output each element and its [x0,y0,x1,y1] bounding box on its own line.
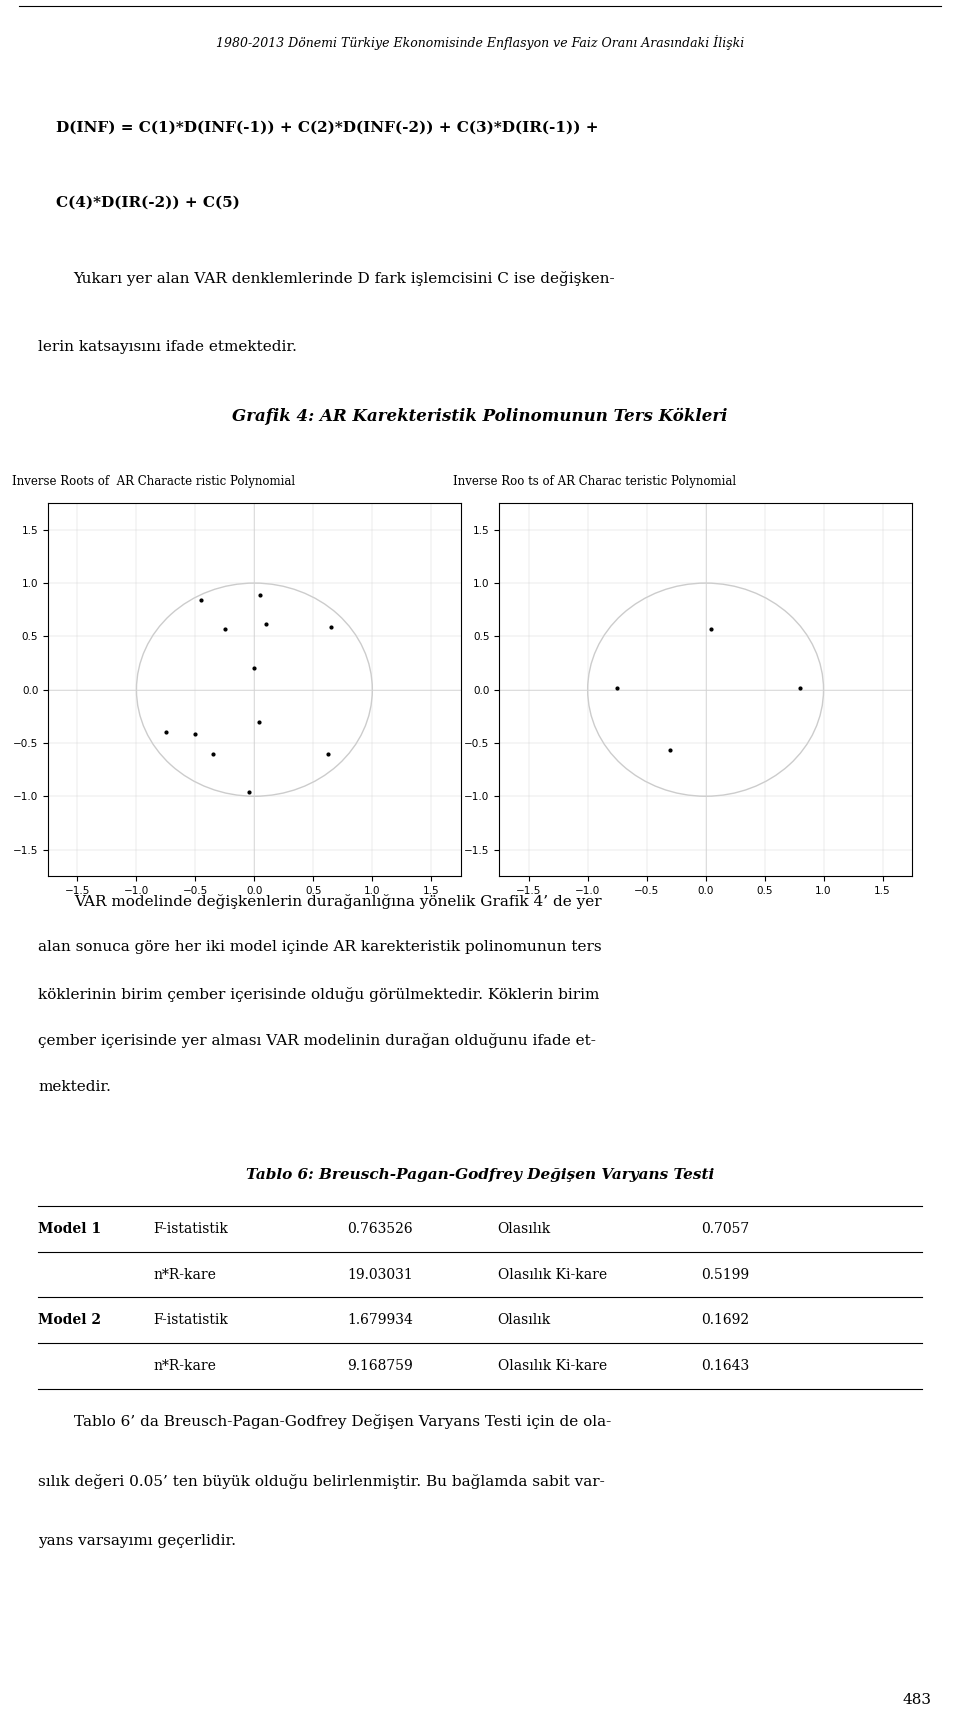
Text: Yukarı yer alan VAR denklemlerinde D fark işlemcisini C ise değişken-: Yukarı yer alan VAR denklemlerinde D far… [74,271,615,286]
Text: 0.7057: 0.7057 [701,1221,749,1235]
Text: Olasılık Ki-kare: Olasılık Ki-kare [497,1268,607,1282]
Text: 1980-2013 Dönemi Türkiye Ekonomisinde Enflasyon ve Faiz Oranı Arasındaki İlişki: 1980-2013 Dönemi Türkiye Ekonomisinde En… [216,35,744,50]
Text: Model 2: Model 2 [38,1313,102,1327]
Text: Tablo 6: Breusch-Pagan-Godfrey Değişen Varyans Testi: Tablo 6: Breusch-Pagan-Godfrey Değişen V… [246,1168,714,1183]
Text: 0.1692: 0.1692 [701,1313,749,1327]
Text: C(4)*D(IR(-2)) + C(5): C(4)*D(IR(-2)) + C(5) [56,196,240,210]
Text: Olasılık Ki-kare: Olasılık Ki-kare [497,1359,607,1372]
Text: yans varsayımı geçerlidir.: yans varsayımı geçerlidir. [38,1534,236,1548]
Text: 0.5199: 0.5199 [701,1268,749,1282]
Text: 9.168759: 9.168759 [348,1359,413,1372]
Text: F-istatistik: F-istatistik [154,1221,228,1235]
Text: mektedir.: mektedir. [38,1079,111,1093]
Text: Tablo 6’ da Breusch-Pagan-Godfrey Değişen Varyans Testi için de ola-: Tablo 6’ da Breusch-Pagan-Godfrey Değişe… [74,1414,611,1430]
Text: 0.763526: 0.763526 [348,1221,413,1235]
Text: Model 1: Model 1 [38,1221,102,1235]
Text: Olasılık: Olasılık [497,1313,551,1327]
Text: lerin katsayısını ifade etmektedir.: lerin katsayısını ifade etmektedir. [38,340,298,354]
Text: köklerinin birim çember içerisinde olduğu görülmektedir. Köklerin birim: köklerinin birim çember içerisinde olduğ… [38,987,600,1001]
Text: 1.679934: 1.679934 [348,1313,414,1327]
Text: D(INF) = C(1)*D(INF(-1)) + C(2)*D(INF(-2)) + C(3)*D(IR(-1)) +: D(INF) = C(1)*D(INF(-1)) + C(2)*D(INF(-2… [56,121,599,135]
Text: Grafik 4: AR Karekteristik Polinomunun Ters Kökleri: Grafik 4: AR Karekteristik Polinomunun T… [232,408,728,425]
Text: 19.03031: 19.03031 [348,1268,413,1282]
Text: VAR modelinde değişkenlerin durağanlığına yönelik Grafik 4’ de yer: VAR modelinde değişkenlerin durağanlığın… [74,894,601,909]
Text: alan sonuca göre her iki model içinde AR karekteristik polinomunun ters: alan sonuca göre her iki model içinde AR… [38,940,602,954]
Text: n*R-kare: n*R-kare [154,1268,216,1282]
Text: çember içerisinde yer alması VAR modelinin durağan olduğunu ifade et-: çember içerisinde yer alması VAR modelin… [38,1032,596,1048]
Text: Olasılık: Olasılık [497,1221,551,1235]
Text: n*R-kare: n*R-kare [154,1359,216,1372]
Text: Inverse Roots of  AR Characte ristic Polynomial: Inverse Roots of AR Characte ristic Poly… [12,475,295,488]
Text: Inverse Roo ts of AR Charac teristic Polynomial: Inverse Roo ts of AR Charac teristic Pol… [453,475,736,488]
Text: sılık değeri 0.05’ ten büyük olduğu belirlenmiştir. Bu bağlamda sabit var-: sılık değeri 0.05’ ten büyük olduğu beli… [38,1475,605,1489]
Text: F-istatistik: F-istatistik [154,1313,228,1327]
Text: 0.1643: 0.1643 [701,1359,749,1372]
Text: 483: 483 [902,1693,931,1707]
